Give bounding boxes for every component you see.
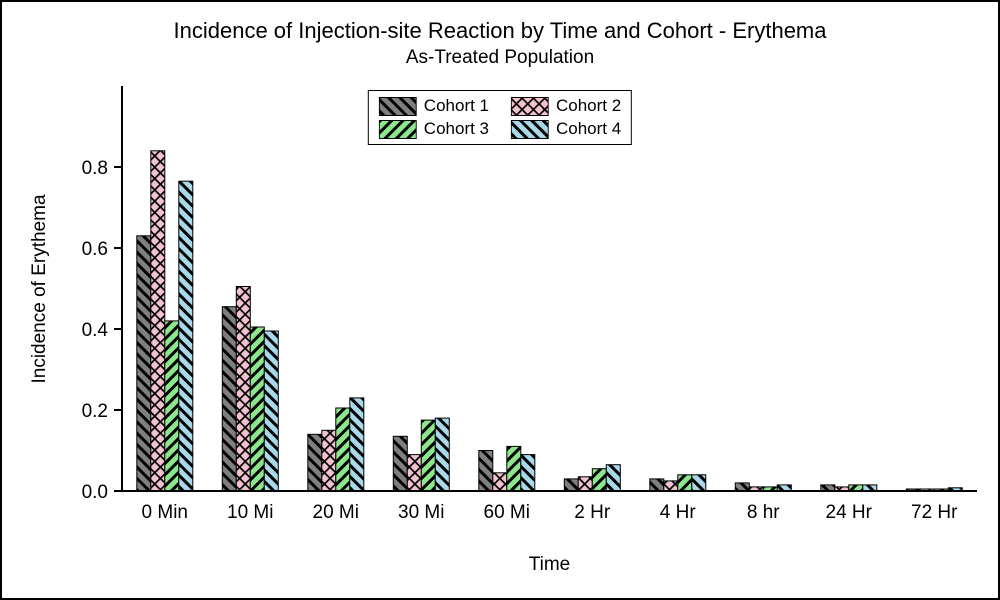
y-tick-label: 0.4 xyxy=(82,320,109,341)
bar-cohort-1-8-hr xyxy=(734,482,750,492)
bar-cohort-4-2-hr xyxy=(605,464,621,492)
legend-swatch-cohort-1-icon xyxy=(378,96,417,116)
bar-cohort-1-10-mi xyxy=(221,306,237,492)
y-tick-label: 0.8 xyxy=(82,158,108,179)
bar-cohort-2-60-mi xyxy=(492,472,508,492)
legend-entry-cohort-2: Cohort 2 xyxy=(511,96,621,116)
bar-cohort-1-2-hr xyxy=(563,478,579,492)
y-tick-label: 0.0 xyxy=(82,482,108,503)
bar-cohort-1-20-mi xyxy=(307,433,323,492)
bar-cohort-4-30-mi xyxy=(434,417,450,492)
bar-cohort-4-0-min xyxy=(178,180,194,492)
x-axis-label: Time xyxy=(528,554,571,575)
bar-cohort-2-2-hr xyxy=(577,476,593,492)
bar-cohort-3-30-mi xyxy=(420,419,436,492)
bar-cohort-4-4-hr xyxy=(691,474,707,492)
y-tick-label: 0.6 xyxy=(82,239,108,260)
legend: Cohort 1 Cohort 2 Cohort 3 Cohort 4 xyxy=(367,90,633,145)
x-tick-label: 20 Mi xyxy=(313,502,359,523)
bar-cohort-2-4-hr xyxy=(663,480,679,492)
bar-cohort-1-4-hr xyxy=(649,478,665,492)
x-tick-label: 24 Hr xyxy=(826,502,873,523)
bar-cohort-3-4-hr xyxy=(677,474,693,492)
bar-cohort-2-10-mi xyxy=(235,286,251,492)
legend-swatch-cohort-4-icon xyxy=(511,119,549,139)
legend-label-cohort-3: Cohort 3 xyxy=(423,119,489,138)
x-tick-label: 4 Hr xyxy=(660,502,697,523)
legend-label-cohort-2: Cohort 2 xyxy=(556,96,622,115)
bar-cohort-2-20-mi xyxy=(321,429,337,492)
chart-subtitle: As-Treated Population xyxy=(405,47,595,68)
bar-cohort-3-60-mi xyxy=(506,445,522,492)
x-tick-label: 10 Mi xyxy=(227,502,273,523)
bar-cohort-4-60-mi xyxy=(520,454,536,492)
x-tick-label: 72 Hr xyxy=(911,502,958,523)
legend-entry-cohort-3: Cohort 3 xyxy=(378,119,489,139)
bar-cohort-1-60-mi xyxy=(478,450,494,492)
x-tick-label: 0 Min xyxy=(142,502,188,523)
x-tick-label: 8 hr xyxy=(747,502,780,523)
legend-swatch-cohort-2-icon xyxy=(511,96,549,116)
chart-title: Incidence of Injection-site Reaction by … xyxy=(173,18,827,43)
bar-cohort-1-30-mi xyxy=(392,435,408,492)
bar-cohort-3-20-mi xyxy=(335,407,351,492)
bar-cohort-4-10-mi xyxy=(263,330,279,492)
legend-entry-cohort-1: Cohort 1 xyxy=(378,96,489,116)
bar-cohort-1-0-min xyxy=(136,235,152,492)
x-tick-label: 30 Mi xyxy=(398,502,444,523)
legend-label-cohort-1: Cohort 1 xyxy=(423,96,489,115)
bar-cohort-4-20-mi xyxy=(349,397,365,492)
legend-label-cohort-4: Cohort 4 xyxy=(556,119,622,138)
bar-cohort-3-0-min xyxy=(164,320,180,492)
legend-swatch-cohort-3-icon xyxy=(378,119,417,139)
bar-cohort-2-30-mi xyxy=(406,454,422,492)
y-axis-label: Incidence of Erythema xyxy=(29,194,50,384)
bar-cohort-3-10-mi xyxy=(249,326,265,492)
legend-entry-cohort-4: Cohort 4 xyxy=(511,119,621,139)
x-tick-label: 60 Mi xyxy=(484,502,530,523)
bar-cohort-2-0-min xyxy=(150,150,166,492)
bar-cohort-3-2-hr xyxy=(591,468,607,492)
y-tick-label: 0.2 xyxy=(82,401,108,422)
x-tick-label: 2 Hr xyxy=(574,502,611,523)
